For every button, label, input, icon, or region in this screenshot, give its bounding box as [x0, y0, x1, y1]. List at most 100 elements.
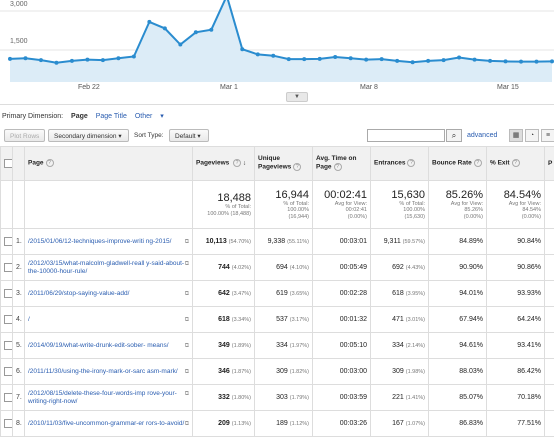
pageviews-header[interactable]: Pageviews ? ↓ — [193, 147, 255, 181]
external-link-icon[interactable]: ⧉ — [185, 290, 189, 298]
page-cell[interactable]: ⧉/2010/11/03/five-uncommon-grammar-er ro… — [25, 411, 193, 437]
select-all-cell[interactable] — [1, 147, 13, 181]
page-cell[interactable]: ⧉ /2012/08/15/delete-these-four-words-imp… — [25, 385, 193, 411]
external-link-icon[interactable]: ⧉ — [185, 390, 189, 398]
row-checkbox[interactable] — [4, 237, 13, 246]
sort-desc-icon[interactable]: ↓ — [243, 160, 246, 167]
external-link-icon[interactable]: ⧉ — [185, 260, 189, 268]
help-icon[interactable]: ? — [512, 159, 520, 167]
data-point[interactable] — [395, 59, 399, 63]
pie-view-icon[interactable]: ◔ — [525, 129, 539, 142]
row-select-cell[interactable] — [1, 333, 13, 359]
row-select-cell[interactable] — [1, 359, 13, 385]
dimension-option-page-title[interactable]: Page Title — [96, 113, 127, 120]
page-cell[interactable]: ⧉ /2014/09/19/what-write-drunk-edit-sober… — [25, 333, 193, 359]
row-checkbox[interactable] — [4, 289, 13, 298]
data-point[interactable] — [457, 56, 461, 60]
data-point[interactable] — [535, 60, 539, 64]
bounce-rate-header[interactable]: Bounce Rate? — [429, 147, 487, 181]
page-link[interactable]: /2015/01/06/12-techniques-improve-writi … — [28, 238, 171, 245]
data-point[interactable] — [488, 59, 492, 63]
data-point[interactable] — [54, 61, 58, 65]
data-point[interactable] — [194, 30, 198, 34]
help-icon[interactable]: ? — [407, 159, 415, 167]
entrances-header[interactable]: Entrances? — [371, 147, 429, 181]
exit-header[interactable]: % Exit? — [487, 147, 545, 181]
data-point[interactable] — [116, 56, 120, 60]
page-cell[interactable]: ⧉/ — [25, 307, 193, 333]
data-point[interactable] — [519, 60, 523, 64]
page-link[interactable]: /2011/06/29/stop-saying-value-add/ — [28, 290, 129, 297]
external-link-icon[interactable]: ⧉ — [185, 316, 189, 324]
dimension-option-page[interactable]: Page — [71, 113, 88, 120]
data-point[interactable] — [287, 57, 291, 61]
row-select-cell[interactable] — [1, 307, 13, 333]
help-icon[interactable]: ? — [233, 159, 241, 167]
data-point[interactable] — [147, 20, 151, 24]
data-point[interactable] — [302, 57, 306, 61]
row-checkbox[interactable] — [4, 341, 13, 350]
data-point[interactable] — [85, 58, 89, 62]
data-point[interactable] — [178, 43, 182, 47]
data-point[interactable] — [256, 52, 260, 56]
comparison-view-icon[interactable]: ≡ — [541, 129, 554, 142]
external-link-icon[interactable]: ⧉ — [185, 342, 189, 350]
data-point[interactable] — [240, 47, 244, 51]
data-point[interactable] — [209, 28, 213, 32]
data-point[interactable] — [271, 54, 275, 58]
help-icon[interactable]: ? — [334, 163, 342, 171]
select-all-checkbox[interactable] — [4, 159, 13, 168]
search-input[interactable] — [367, 129, 445, 142]
external-link-icon[interactable]: ⧉ — [185, 420, 189, 428]
page-link[interactable]: /2010/11/03/five-uncommon-grammar-er ror… — [28, 420, 184, 427]
sort-type-dropdown[interactable]: Default ▾ — [169, 129, 209, 142]
extra-header[interactable]: P — [545, 147, 554, 181]
data-point[interactable] — [380, 57, 384, 61]
unique-pageviews-header[interactable]: Unique Pageviews? — [255, 147, 313, 181]
row-select-cell[interactable] — [1, 281, 13, 307]
table-view-icon[interactable]: ▦ — [509, 129, 523, 142]
data-point[interactable] — [70, 59, 74, 63]
advanced-filter-link[interactable]: advanced — [467, 129, 497, 142]
data-point[interactable] — [8, 57, 12, 61]
page-link[interactable]: /2012/03/15/what-malcolm-gladwell-reall … — [28, 260, 184, 275]
data-point[interactable] — [132, 54, 136, 58]
data-point[interactable] — [426, 59, 430, 63]
data-point[interactable] — [442, 58, 446, 62]
avg-time-header[interactable]: Avg. Time on Page? — [313, 147, 371, 181]
data-point[interactable] — [349, 56, 353, 60]
data-point[interactable] — [333, 55, 337, 59]
data-point[interactable] — [39, 58, 43, 62]
page-link[interactable]: /2012/08/15/delete-these-four-words-imp … — [28, 390, 177, 405]
search-icon[interactable]: ⌕ — [446, 129, 462, 142]
page-link[interactable]: / — [28, 316, 30, 323]
row-select-cell[interactable] — [1, 385, 13, 411]
data-point[interactable] — [364, 58, 368, 62]
page-cell[interactable]: ⧉/2012/03/15/what-malcolm-gladwell-reall… — [25, 255, 193, 281]
page-link[interactable]: /2014/09/19/what-write-drunk-edit-sober-… — [28, 342, 169, 349]
data-point[interactable] — [550, 59, 554, 63]
external-link-icon[interactable]: ⧉ — [185, 368, 189, 376]
help-icon[interactable]: ? — [293, 163, 301, 171]
plot-rows-button[interactable]: Plot Rows — [4, 129, 45, 142]
page-cell[interactable]: ⧉/2015/01/06/12-techniques-improve-writi… — [25, 229, 193, 255]
row-select-cell[interactable] — [1, 411, 13, 437]
page-header[interactable]: Page? — [25, 147, 193, 181]
row-checkbox[interactable] — [4, 419, 13, 428]
row-checkbox[interactable] — [4, 263, 13, 272]
row-checkbox[interactable] — [4, 367, 13, 376]
help-icon[interactable]: ? — [474, 159, 482, 167]
row-select-cell[interactable] — [1, 229, 13, 255]
data-point[interactable] — [23, 56, 27, 60]
data-point[interactable] — [411, 60, 415, 64]
data-point[interactable] — [318, 57, 322, 61]
row-checkbox[interactable] — [4, 393, 13, 402]
page-link[interactable]: /2011/11/30/using-the-irony-mark-or-sarc… — [28, 368, 178, 375]
secondary-dimension-dropdown[interactable]: Secondary dimension ▾ — [48, 129, 129, 142]
row-select-cell[interactable] — [1, 255, 13, 281]
page-cell[interactable]: ⧉ /2011/06/29/stop-saying-value-add/ — [25, 281, 193, 307]
row-checkbox[interactable] — [4, 315, 13, 324]
data-point[interactable] — [473, 58, 477, 62]
dimension-option-other[interactable]: Other ▾ — [135, 113, 164, 120]
data-point[interactable] — [101, 58, 105, 62]
